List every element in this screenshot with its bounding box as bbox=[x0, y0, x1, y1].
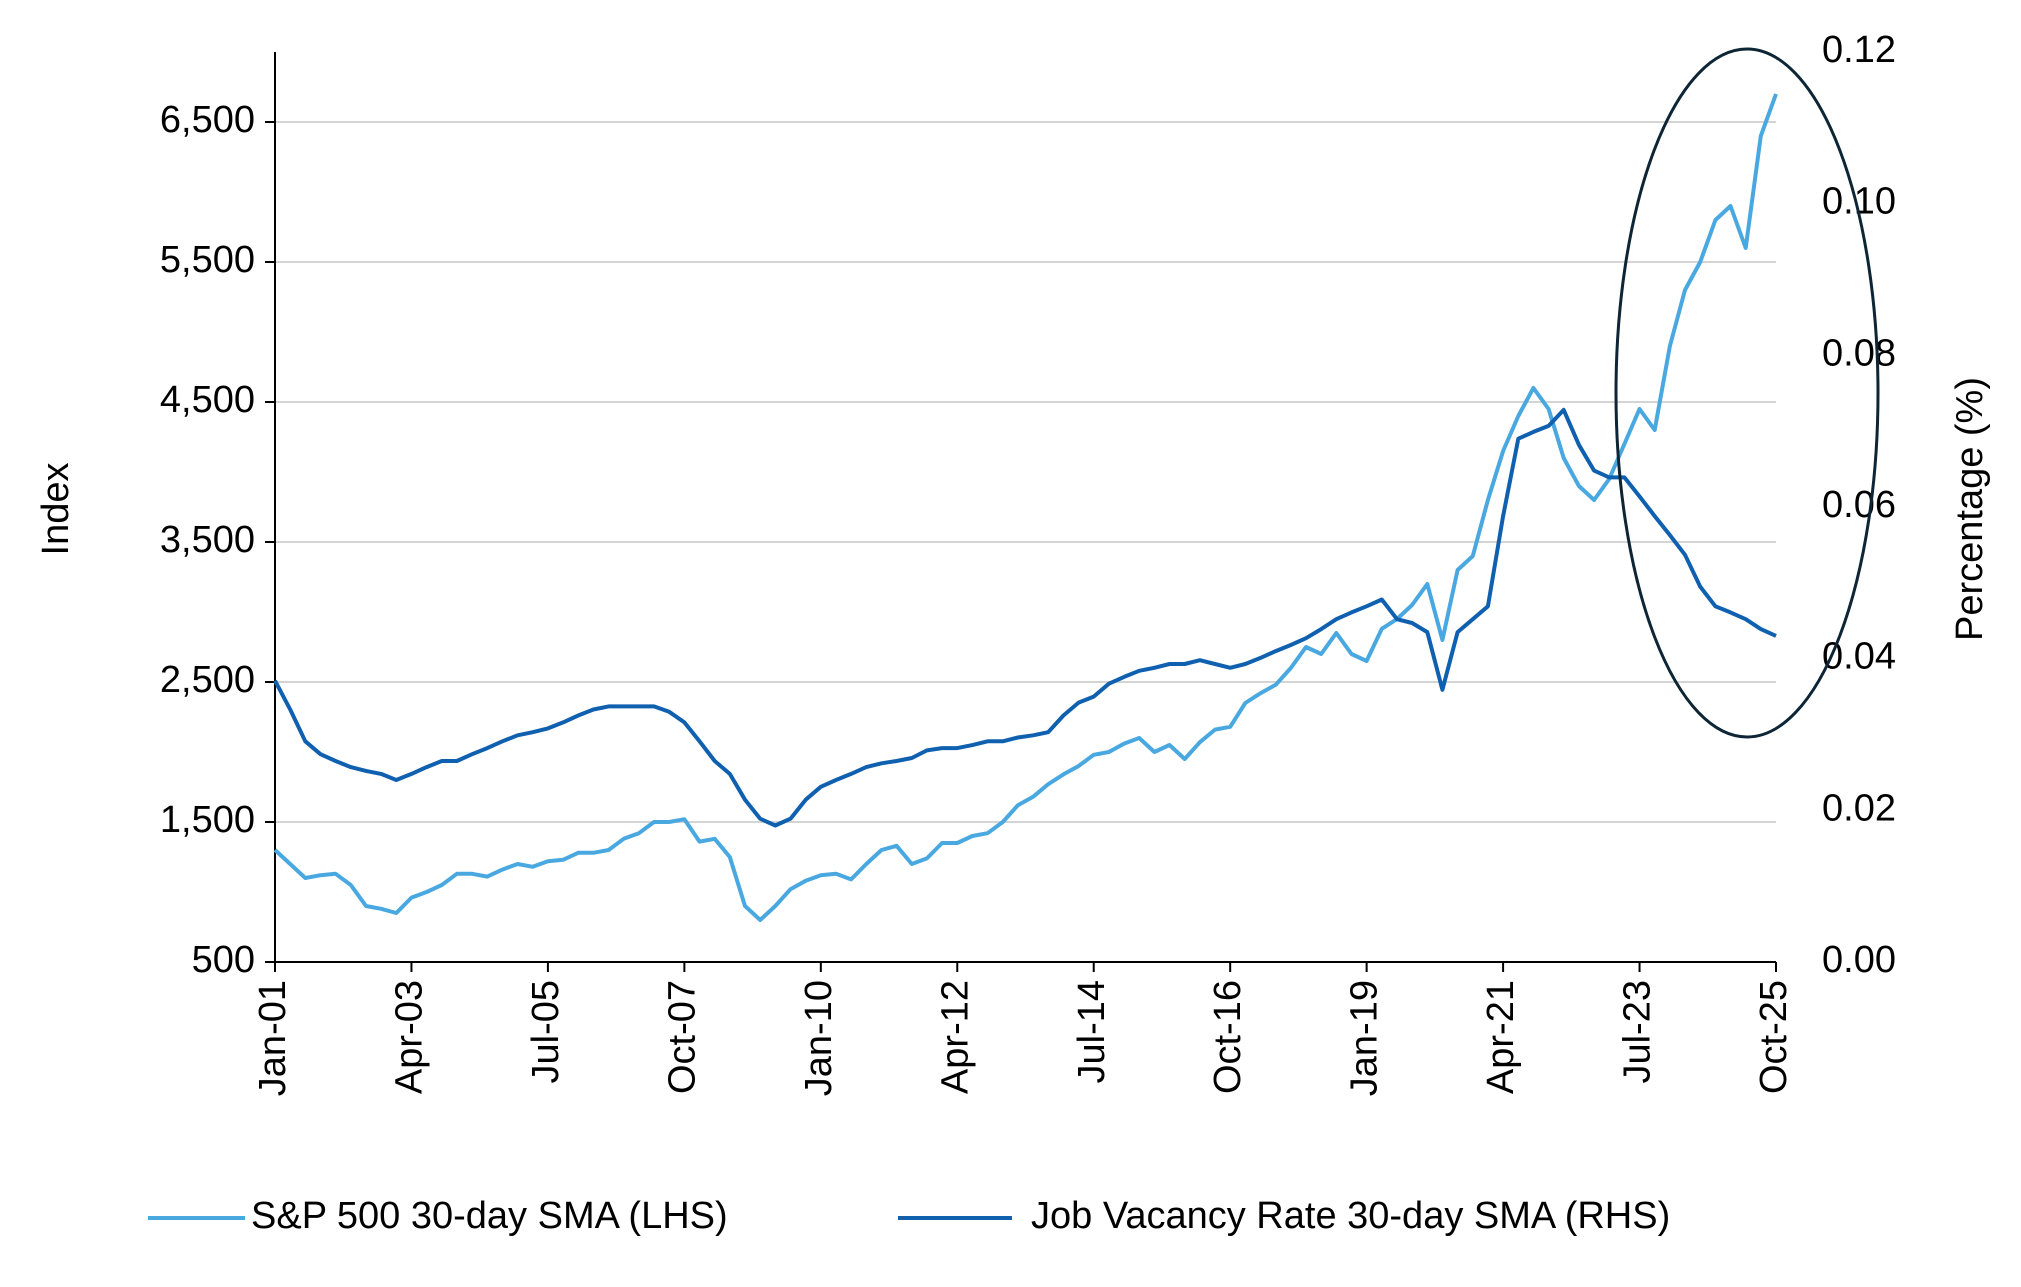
legend-label: Job Vacancy Rate 30-day SMA (RHS) bbox=[1031, 1195, 1670, 1237]
series-line bbox=[273, 407, 1777, 828]
y-tick-label: 6,500 bbox=[160, 99, 255, 141]
y-tick-label: 4,500 bbox=[160, 379, 255, 421]
y2-tick-label: 0.06 bbox=[1822, 484, 1896, 526]
y2-tick-label: 0.08 bbox=[1822, 332, 1896, 374]
y-tick-label: 3,500 bbox=[160, 519, 255, 561]
highlight-ellipse bbox=[1614, 47, 1880, 739]
y-tick-label: 1,500 bbox=[160, 799, 255, 841]
y-tick-label: 2,500 bbox=[160, 659, 255, 701]
y-tick-label: 500 bbox=[192, 939, 255, 981]
y2-axis-title: Percentage (%) bbox=[1949, 377, 1991, 641]
y2-tick-label: 0.12 bbox=[1822, 29, 1896, 71]
y2-tick-label: 0.00 bbox=[1822, 939, 1896, 981]
x-tick-label: Apr-21 bbox=[1480, 980, 1522, 1094]
x-tick-label: Oct-25 bbox=[1753, 980, 1795, 1094]
x-tick-label: Jan-10 bbox=[798, 980, 840, 1096]
y2-tick-label: 0.02 bbox=[1822, 787, 1896, 829]
x-tick-label: Oct-16 bbox=[1207, 980, 1249, 1094]
x-tick-label: Jan-01 bbox=[252, 980, 294, 1096]
x-tick-label: Jul-23 bbox=[1617, 980, 1659, 1084]
legend-label: S&P 500 30-day SMA (LHS) bbox=[251, 1195, 728, 1237]
x-tick-label: Apr-03 bbox=[388, 980, 430, 1094]
x-tick-label: Oct-07 bbox=[661, 980, 703, 1094]
y2-tick-label: 0.04 bbox=[1822, 636, 1896, 678]
y-axis-title: Index bbox=[35, 463, 77, 556]
y-tick-label: 5,500 bbox=[160, 239, 255, 281]
x-tick-label: Jul-05 bbox=[525, 980, 567, 1084]
x-tick-label: Apr-12 bbox=[934, 980, 976, 1094]
x-tick-label: Jan-19 bbox=[1344, 980, 1386, 1096]
x-tick-label: Jul-14 bbox=[1071, 980, 1113, 1084]
series-line bbox=[273, 93, 1778, 922]
